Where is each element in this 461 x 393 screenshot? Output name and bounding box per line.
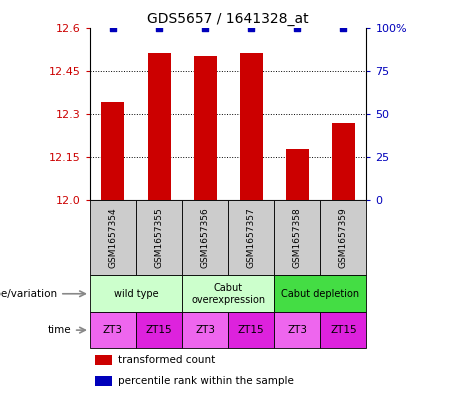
Bar: [95, 355, 112, 365]
Text: Cabut depletion: Cabut depletion: [281, 289, 360, 299]
Text: wild type: wild type: [114, 289, 158, 299]
Bar: [148, 53, 171, 200]
Bar: [320, 200, 366, 275]
Bar: [182, 200, 228, 275]
Bar: [228, 200, 274, 275]
Text: GSM1657355: GSM1657355: [154, 208, 164, 268]
Text: GSM1657358: GSM1657358: [293, 208, 302, 268]
Text: GSM1657359: GSM1657359: [339, 208, 348, 268]
Bar: [95, 376, 112, 386]
Text: ZT15: ZT15: [146, 325, 172, 335]
Text: ZT15: ZT15: [330, 325, 357, 335]
Text: Cabut
overexpression: Cabut overexpression: [191, 283, 265, 305]
Bar: [90, 275, 182, 312]
Bar: [274, 200, 320, 275]
Bar: [101, 103, 124, 200]
Bar: [332, 123, 355, 200]
Bar: [136, 200, 182, 275]
Text: transformed count: transformed count: [118, 355, 215, 365]
Bar: [90, 200, 136, 275]
Bar: [286, 149, 309, 200]
Point: [248, 24, 255, 31]
Bar: [194, 56, 217, 200]
Bar: [90, 312, 136, 348]
Bar: [320, 312, 366, 348]
Point: [109, 24, 117, 31]
Bar: [274, 312, 320, 348]
Text: percentile rank within the sample: percentile rank within the sample: [118, 376, 294, 386]
Text: ZT3: ZT3: [103, 325, 123, 335]
Text: ZT3: ZT3: [287, 325, 307, 335]
Bar: [228, 312, 274, 348]
Text: ZT3: ZT3: [195, 325, 215, 335]
Bar: [182, 312, 228, 348]
Bar: [182, 275, 274, 312]
Title: GDS5657 / 1641328_at: GDS5657 / 1641328_at: [148, 13, 309, 26]
Text: GSM1657354: GSM1657354: [108, 208, 118, 268]
Point: [155, 24, 163, 31]
Text: GSM1657356: GSM1657356: [201, 208, 210, 268]
Text: genotype/variation: genotype/variation: [0, 289, 58, 299]
Point: [294, 24, 301, 31]
Text: ZT15: ZT15: [238, 325, 265, 335]
Bar: [274, 275, 366, 312]
Text: GSM1657357: GSM1657357: [247, 208, 256, 268]
Point: [201, 24, 209, 31]
Bar: [136, 312, 182, 348]
Text: time: time: [48, 325, 71, 335]
Point: [340, 24, 347, 31]
Bar: [240, 53, 263, 200]
